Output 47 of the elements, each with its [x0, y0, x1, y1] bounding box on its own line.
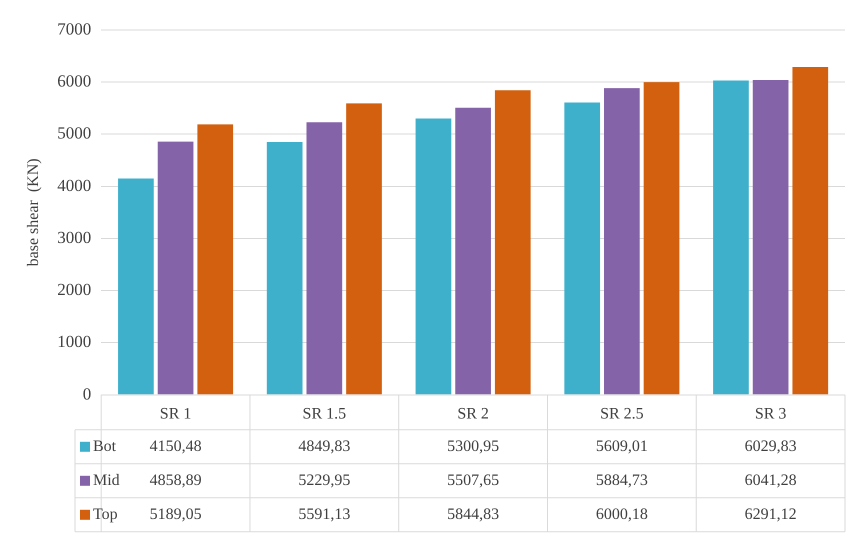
bar — [494, 90, 531, 394]
bar — [564, 102, 600, 394]
data-label: 6029,83 — [744, 438, 797, 456]
bar — [158, 142, 194, 394]
y-tick-label: 6000 — [57, 72, 92, 91]
data-label: 5884,73 — [596, 472, 648, 490]
bar — [346, 103, 382, 394]
data-label: 5591,13 — [298, 506, 350, 524]
data-label: 5189,05 — [150, 506, 202, 524]
y-tick-label: 4000 — [57, 176, 92, 195]
bar — [713, 80, 749, 394]
bar — [118, 178, 154, 394]
legend-label: Bot — [93, 438, 117, 456]
y-axis-title: base shear (KN) — [24, 158, 42, 266]
legend-label: Mid — [93, 472, 120, 490]
data-label: 4150,48 — [150, 438, 202, 456]
data-label: 6000,18 — [596, 506, 648, 524]
x-tick-label: SR 3 — [754, 406, 786, 423]
y-tick-label: 0 — [82, 384, 92, 404]
y-tick-label: 5000 — [57, 124, 92, 143]
y-tick-label: 1000 — [57, 332, 92, 352]
bar — [197, 124, 234, 394]
data-label: 5507,65 — [447, 472, 500, 490]
bar — [644, 82, 680, 394]
y-tick-label: 3000 — [57, 228, 92, 247]
x-tick-label: SR 1 — [160, 406, 192, 423]
bar — [455, 108, 491, 394]
data-label: 4858,89 — [150, 472, 202, 490]
data-label: 6041,28 — [744, 472, 797, 490]
x-tick-label: SR 2 — [457, 406, 489, 423]
data-label: 5844,83 — [447, 506, 500, 524]
y-tick-label: 7000 — [57, 19, 92, 38]
data-label: 6291,12 — [744, 506, 797, 524]
bar — [604, 88, 640, 394]
bar — [266, 142, 303, 394]
data-label: 5229,95 — [298, 472, 350, 490]
x-tick-label: SR 1.5 — [302, 406, 346, 423]
bar — [306, 122, 342, 394]
bar — [792, 66, 828, 394]
legend-label: Top — [93, 506, 118, 524]
data-label: 5300,95 — [447, 438, 500, 456]
bar — [416, 118, 452, 394]
data-label: 5609,01 — [596, 438, 648, 456]
y-tick-label: 2000 — [57, 280, 92, 300]
x-tick-label: SR 2.5 — [600, 406, 644, 423]
data-label: 4849,83 — [298, 438, 350, 456]
bar — [752, 80, 788, 394]
